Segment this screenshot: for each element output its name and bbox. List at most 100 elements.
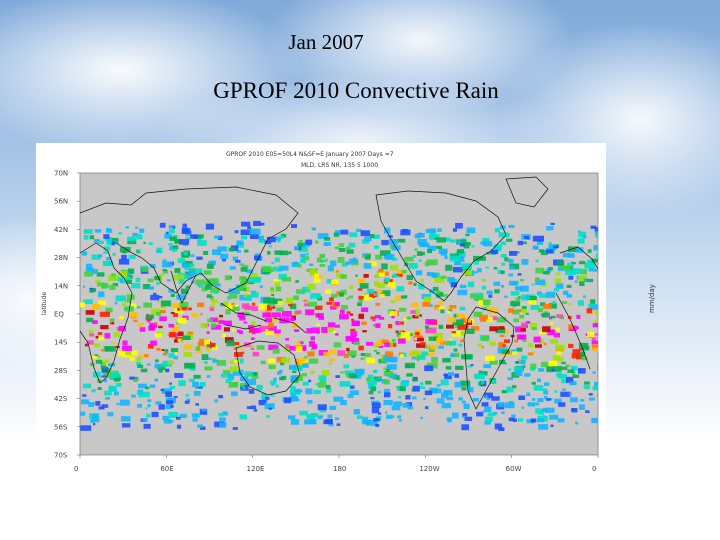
rain-cell — [148, 286, 154, 290]
rain-cell — [139, 228, 145, 233]
rain-cell — [193, 374, 201, 379]
rain-cell — [432, 286, 439, 292]
rain-cell — [429, 288, 435, 293]
rain-cell — [384, 342, 391, 347]
rain-cell — [385, 411, 388, 414]
rain-cell — [321, 326, 328, 333]
rain-cell — [486, 251, 491, 255]
rain-cell — [334, 301, 340, 306]
rain-cell — [129, 312, 138, 318]
rain-cell — [213, 291, 218, 294]
rain-cell — [436, 291, 444, 297]
rain-cell — [378, 338, 384, 344]
rain-cell — [362, 239, 370, 244]
rain-cell — [200, 323, 208, 329]
rain-cell — [349, 390, 359, 395]
rain-cell — [101, 367, 109, 373]
rain-cell — [238, 346, 243, 350]
rain-cell — [153, 292, 157, 296]
rain-cell — [129, 376, 135, 380]
lon-tick-label: 60W — [506, 465, 522, 473]
rain-cell — [398, 335, 403, 339]
rain-cell — [597, 325, 598, 331]
rain-cell — [212, 359, 219, 363]
rain-cell — [517, 296, 521, 299]
rain-cell — [360, 353, 366, 356]
rain-cell — [157, 295, 163, 299]
rain-cell — [391, 405, 401, 411]
rain-cell — [538, 249, 544, 253]
rain-cell — [274, 281, 280, 287]
rain-cell — [442, 357, 451, 363]
rain-cell — [239, 330, 244, 335]
rain-cell — [585, 410, 590, 413]
rain-cell — [190, 254, 195, 257]
rain-cell — [309, 420, 316, 425]
rain-cell — [106, 229, 113, 233]
lat-tick-label: 56S — [54, 423, 68, 431]
rain-cell — [459, 306, 466, 311]
rain-cell — [354, 368, 365, 375]
rain-cell — [379, 272, 385, 277]
rain-cell — [247, 325, 254, 330]
rain-cell — [532, 235, 544, 242]
rain-cell — [182, 223, 187, 228]
rain-cell — [239, 316, 246, 321]
rain-cell — [131, 394, 136, 398]
rain-cell — [170, 312, 175, 314]
rain-cell — [571, 408, 578, 413]
rain-cell — [254, 255, 261, 261]
rain-cell — [546, 268, 552, 273]
rain-cell — [113, 376, 121, 381]
rain-cell — [461, 424, 469, 431]
rain-cell — [258, 304, 267, 310]
rain-cell — [201, 287, 208, 292]
rain-cell — [115, 295, 126, 302]
rain-cell — [431, 356, 438, 363]
rain-cell — [390, 300, 396, 304]
rain-cell — [189, 263, 195, 267]
rain-cell — [166, 400, 174, 405]
rain-cell — [428, 234, 440, 240]
rain-cell — [591, 258, 598, 263]
rain-cell — [111, 372, 118, 379]
rain-cell — [81, 399, 90, 405]
rain-cell — [412, 385, 420, 392]
rain-cell — [160, 305, 166, 309]
rain-cell — [583, 278, 588, 282]
rain-cell — [393, 401, 402, 407]
rain-cell — [567, 253, 575, 258]
rain-cell — [92, 269, 98, 275]
rain-cell — [133, 319, 138, 323]
rain-cell — [229, 266, 236, 270]
lat-tick-label: 42S — [54, 395, 68, 403]
rain-cell — [552, 300, 556, 304]
rain-cell — [310, 347, 316, 351]
rain-cell — [313, 390, 321, 394]
rain-cell — [575, 326, 579, 330]
rain-cell — [147, 320, 151, 323]
rain-cell — [129, 272, 134, 275]
rain-cell — [317, 415, 322, 420]
rain-cell — [288, 303, 293, 307]
rain-cell — [285, 344, 290, 349]
rain-cell — [517, 418, 524, 422]
rain-cell — [186, 398, 191, 403]
rain-cell — [137, 249, 141, 253]
rain-cell — [114, 302, 118, 305]
rain-cell — [420, 278, 424, 283]
rain-cell — [482, 238, 490, 244]
rain-cell — [452, 412, 459, 419]
rain-cell — [555, 327, 560, 332]
rain-cell — [428, 336, 438, 341]
rain-cell — [522, 338, 527, 342]
rain-cell — [100, 325, 109, 330]
rain-cell — [111, 273, 116, 277]
rain-cell — [351, 337, 360, 344]
rain-cell — [295, 342, 301, 347]
rain-cell — [444, 255, 448, 259]
rain-cell — [575, 421, 578, 425]
rain-cell — [270, 380, 277, 385]
rain-cell — [440, 250, 447, 256]
lon-tick-label: 120E — [247, 465, 265, 473]
